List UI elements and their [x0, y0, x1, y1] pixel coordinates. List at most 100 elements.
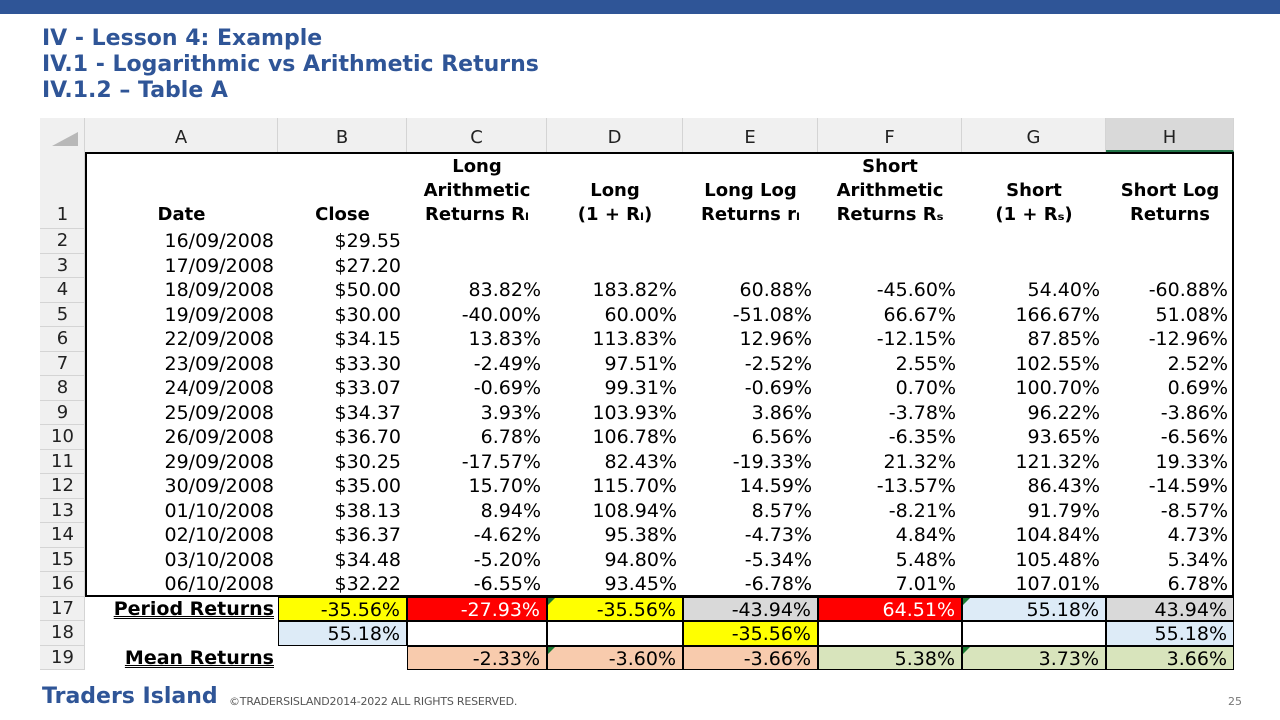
- value-cell-f[interactable]: 21.32%: [883, 450, 956, 473]
- summary-cell-18-e[interactable]: -35.56%: [683, 621, 818, 646]
- value-cell-h[interactable]: -12.96%: [1148, 328, 1228, 350]
- value-cell-e[interactable]: [683, 229, 818, 254]
- value-cell-b[interactable]: $30.00: [334, 303, 401, 326]
- column-header-h[interactable]: H: [1106, 118, 1234, 152]
- date-cell[interactable]: 03/10/2008: [164, 548, 274, 571]
- value-cell-g[interactable]: 100.70%: [1015, 377, 1100, 399]
- summary-cell-18-h[interactable]: 55.18%: [1106, 621, 1234, 646]
- value-cell-c[interactable]: -5.20%: [473, 548, 541, 571]
- value-cell-f[interactable]: [818, 229, 962, 254]
- date-cell[interactable]: 06/10/2008: [164, 573, 274, 595]
- value-cell-d[interactable]: 108.94%: [592, 499, 677, 522]
- header-cell-h[interactable]: Short Log Returns: [1106, 179, 1234, 227]
- date-cell[interactable]: 29/09/2008: [164, 450, 274, 473]
- value-cell-b[interactable]: $38.13: [334, 499, 401, 522]
- column-header-f[interactable]: F: [818, 118, 962, 152]
- value-cell-f[interactable]: -45.60%: [876, 279, 956, 301]
- value-cell-b[interactable]: $33.30: [334, 352, 401, 375]
- value-cell-g[interactable]: [962, 254, 1106, 279]
- value-cell-c[interactable]: -17.57%: [461, 450, 541, 473]
- value-cell-g[interactable]: 54.40%: [1027, 279, 1100, 301]
- summary-cell-19-g[interactable]: 3.73%: [962, 645, 1106, 670]
- value-cell-d[interactable]: 97.51%: [604, 352, 677, 375]
- row-header-13[interactable]: 13: [40, 498, 85, 523]
- value-cell-c[interactable]: -0.69%: [473, 377, 541, 399]
- row-header-6[interactable]: 6: [40, 327, 85, 352]
- summary-cell-19-c[interactable]: -2.33%: [407, 645, 547, 670]
- row-header-14[interactable]: 14: [40, 523, 85, 548]
- value-cell-d[interactable]: 60.00%: [604, 303, 677, 326]
- summary-cell-18-g[interactable]: [962, 621, 1106, 646]
- value-cell-c[interactable]: -40.00%: [461, 303, 541, 326]
- value-cell-e[interactable]: -51.08%: [732, 303, 812, 326]
- row-header-19[interactable]: 19: [40, 645, 85, 670]
- value-cell-b[interactable]: $34.48: [334, 548, 401, 571]
- date-cell[interactable]: 23/09/2008: [164, 352, 274, 375]
- value-cell-f[interactable]: -8.21%: [888, 499, 956, 522]
- value-cell-g[interactable]: 93.65%: [1027, 426, 1100, 448]
- row-header-12[interactable]: 12: [40, 474, 85, 499]
- value-cell-e[interactable]: -5.34%: [744, 548, 812, 571]
- value-cell-f[interactable]: [818, 254, 962, 279]
- value-cell-e[interactable]: 8.57%: [751, 499, 812, 522]
- header-cell-e[interactable]: Long Log Returns rₗ: [683, 179, 818, 227]
- value-cell-g[interactable]: 107.01%: [1015, 573, 1100, 595]
- header-cell-b[interactable]: Close: [278, 203, 407, 227]
- value-cell-c[interactable]: 83.82%: [468, 279, 541, 301]
- value-cell-g[interactable]: [962, 229, 1106, 254]
- value-cell-e[interactable]: -4.73%: [744, 524, 812, 546]
- summary-cell-17-e[interactable]: -43.94%: [683, 596, 818, 621]
- date-cell[interactable]: 19/09/2008: [164, 303, 274, 326]
- row-header-2[interactable]: 2: [40, 229, 85, 254]
- value-cell-f[interactable]: -3.78%: [888, 401, 956, 424]
- value-cell-b[interactable]: $35.00: [334, 475, 401, 497]
- row-header-7[interactable]: 7: [40, 351, 85, 376]
- value-cell-h[interactable]: 6.78%: [1167, 573, 1228, 595]
- value-cell-c[interactable]: -6.55%: [473, 573, 541, 595]
- date-cell[interactable]: 02/10/2008: [164, 524, 274, 546]
- summary-cell-19-e[interactable]: -3.66%: [683, 645, 818, 670]
- value-cell-e[interactable]: [683, 254, 818, 279]
- value-cell-f[interactable]: 0.70%: [895, 377, 956, 399]
- value-cell-d[interactable]: 115.70%: [592, 475, 677, 497]
- value-cell-h[interactable]: -60.88%: [1148, 279, 1228, 301]
- value-cell-g[interactable]: 121.32%: [1015, 450, 1100, 473]
- row-header-15[interactable]: 15: [40, 547, 85, 572]
- value-cell-b[interactable]: $36.37: [334, 524, 401, 546]
- header-cell-f[interactable]: Short Arithmetic Returns Rₛ: [818, 155, 962, 227]
- value-cell-f[interactable]: 5.48%: [895, 548, 956, 571]
- value-cell-e[interactable]: -19.33%: [732, 450, 812, 473]
- row-header-1[interactable]: 1: [40, 152, 85, 229]
- header-cell-a[interactable]: Date: [85, 203, 278, 227]
- summary-cell-18-d[interactable]: [547, 621, 683, 646]
- summary-cell-17-g[interactable]: 55.18%: [962, 596, 1106, 621]
- value-cell-f[interactable]: -12.15%: [876, 328, 956, 350]
- value-cell-c[interactable]: -4.62%: [473, 524, 541, 546]
- value-cell-c[interactable]: [407, 229, 547, 254]
- value-cell-c[interactable]: 8.94%: [480, 499, 541, 522]
- period-returns-label[interactable]: Period Returns: [113, 597, 274, 620]
- date-cell[interactable]: 17/09/2008: [164, 254, 274, 277]
- row-header-10[interactable]: 10: [40, 425, 85, 450]
- summary-cell-17-h[interactable]: 43.94%: [1106, 596, 1234, 621]
- row-header-16[interactable]: 16: [40, 572, 85, 597]
- value-cell-d[interactable]: 93.45%: [604, 573, 677, 595]
- value-cell-d[interactable]: 113.83%: [592, 328, 677, 350]
- summary-cell-18-c[interactable]: [407, 621, 547, 646]
- value-cell-c[interactable]: -2.49%: [473, 352, 541, 375]
- value-cell-b[interactable]: $29.55: [334, 230, 401, 252]
- value-cell-g[interactable]: 104.84%: [1015, 524, 1100, 546]
- header-cell-d[interactable]: Long (1 + Rₗ): [547, 179, 683, 227]
- value-cell-g[interactable]: 102.55%: [1015, 352, 1100, 375]
- value-cell-d[interactable]: 95.38%: [604, 524, 677, 546]
- column-header-b[interactable]: B: [278, 118, 407, 152]
- header-cell-g[interactable]: Short (1 + Rₛ): [962, 179, 1106, 227]
- value-cell-h[interactable]: 4.73%: [1167, 524, 1228, 546]
- value-cell-b[interactable]: $34.15: [334, 328, 401, 350]
- column-header-d[interactable]: D: [547, 118, 683, 152]
- value-cell-g[interactable]: 87.85%: [1027, 328, 1100, 350]
- date-cell[interactable]: 18/09/2008: [164, 279, 274, 301]
- row-header-9[interactable]: 9: [40, 400, 85, 425]
- value-cell-g[interactable]: 91.79%: [1027, 499, 1100, 522]
- row-header-18[interactable]: 18: [40, 621, 85, 646]
